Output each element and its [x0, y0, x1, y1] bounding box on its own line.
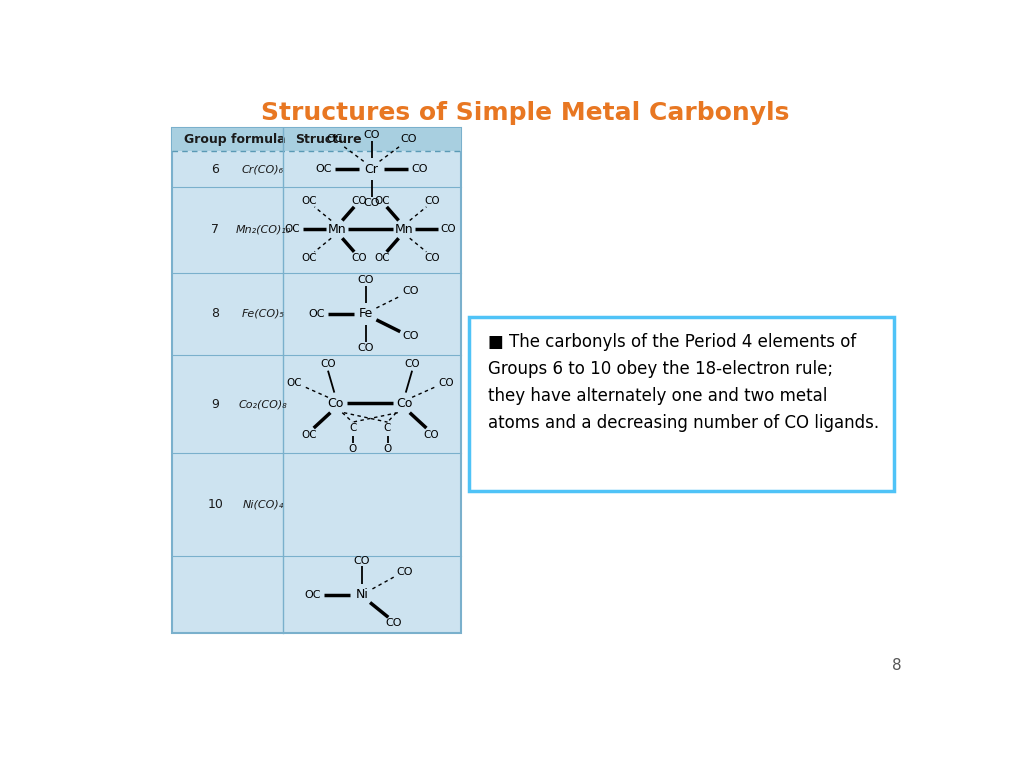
Text: CO: CO — [396, 568, 413, 578]
Text: ■ The carbonyls of the Period 4 elements of
Groups 6 to 10 obey the 18-electron : ■ The carbonyls of the Period 4 elements… — [487, 333, 879, 432]
Text: CO: CO — [321, 359, 336, 369]
Text: CO: CO — [386, 618, 402, 628]
Text: CO: CO — [402, 286, 419, 296]
Text: OC: OC — [308, 309, 326, 319]
Text: OC: OC — [301, 253, 316, 263]
Text: Ni(CO)₄: Ni(CO)₄ — [243, 500, 284, 510]
Text: OC: OC — [285, 224, 300, 234]
Text: 8: 8 — [892, 658, 902, 673]
Text: CO: CO — [354, 555, 371, 565]
Text: Ni: Ni — [355, 588, 369, 601]
Text: Mn: Mn — [328, 223, 346, 236]
Text: O: O — [348, 444, 356, 454]
Text: 9: 9 — [211, 398, 219, 411]
Text: Co₂(CO)₈: Co₂(CO)₈ — [239, 399, 288, 409]
Text: CO: CO — [364, 130, 380, 140]
FancyBboxPatch shape — [172, 127, 461, 151]
Text: CO: CO — [438, 378, 454, 388]
Text: CO: CO — [400, 134, 417, 144]
Text: 6: 6 — [211, 163, 219, 176]
Text: Fe: Fe — [359, 307, 373, 320]
Text: Cr(CO)₆: Cr(CO)₆ — [242, 164, 284, 174]
Text: CO: CO — [411, 164, 427, 174]
Text: Structures of Simple Metal Carbonyls: Structures of Simple Metal Carbonyls — [261, 101, 788, 125]
Text: OC: OC — [374, 196, 390, 206]
Text: CO: CO — [424, 196, 439, 206]
FancyBboxPatch shape — [469, 317, 894, 492]
Text: OC: OC — [315, 164, 332, 174]
Text: Co: Co — [396, 397, 413, 409]
Text: 8: 8 — [211, 307, 219, 320]
Text: Cr: Cr — [365, 163, 379, 176]
Text: OC: OC — [326, 134, 343, 144]
Text: 10: 10 — [207, 498, 223, 511]
Text: CO: CO — [424, 253, 439, 263]
Text: OC: OC — [301, 429, 316, 439]
FancyBboxPatch shape — [172, 127, 461, 634]
Text: Co: Co — [328, 397, 344, 409]
Text: CO: CO — [351, 196, 367, 206]
Text: OC: OC — [374, 253, 390, 263]
Text: CO: CO — [357, 275, 375, 285]
Text: CO: CO — [423, 429, 439, 439]
Text: CO: CO — [402, 331, 419, 342]
Text: OC: OC — [301, 196, 316, 206]
Text: Mn₂(CO)₁₀: Mn₂(CO)₁₀ — [236, 225, 291, 235]
Text: 7: 7 — [211, 223, 219, 236]
Text: Fe(CO)₅: Fe(CO)₅ — [242, 309, 285, 319]
Text: Group formula: Group formula — [183, 133, 285, 146]
Text: Mn: Mn — [395, 223, 414, 236]
Text: C: C — [384, 423, 391, 433]
Text: CO: CO — [404, 359, 420, 369]
Text: CO: CO — [351, 253, 367, 263]
Text: CO: CO — [357, 343, 375, 353]
Text: OC: OC — [305, 590, 322, 600]
Text: O: O — [383, 444, 391, 454]
Text: OC: OC — [286, 378, 302, 388]
Text: Structure: Structure — [295, 133, 361, 146]
Text: C: C — [349, 423, 356, 433]
Text: CO: CO — [364, 198, 380, 208]
Text: CO: CO — [440, 224, 457, 234]
